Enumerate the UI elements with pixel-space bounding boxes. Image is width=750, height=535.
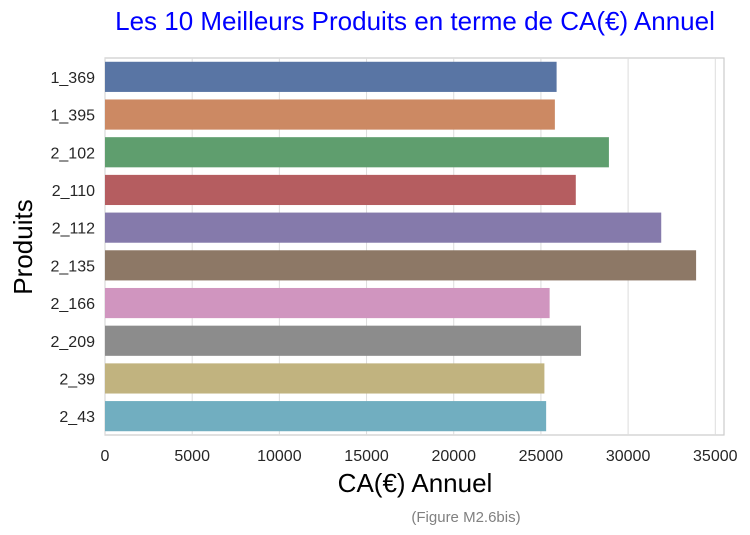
x-tick-labels: 0 5000 10000 15000 20000 25000 30000 35000 <box>101 448 738 465</box>
bar-2_39 <box>105 363 545 394</box>
bar-2_209 <box>105 325 582 356</box>
x-tick-label: 20000 <box>431 448 476 465</box>
x-tick-label: 0 <box>101 448 110 465</box>
bar-2_166 <box>105 287 550 319</box>
bar-2_43 <box>105 401 547 432</box>
bar-2_102 <box>105 137 609 168</box>
x-tick-label: 5000 <box>174 448 210 465</box>
chart-title: Les 10 Meilleurs Produits en terme de CA… <box>115 6 715 36</box>
x-tick-label: 25000 <box>519 448 564 465</box>
y-tick-label: 2_102 <box>51 145 96 162</box>
y-tick-label: 2_39 <box>59 371 95 388</box>
figure-caption: (Figure M2.6bis) <box>411 509 520 526</box>
x-axis-label: CA(€) Annuel <box>338 468 493 498</box>
bar-2_112 <box>105 212 662 243</box>
plot-area <box>104 57 725 436</box>
y-tick-label: 2_209 <box>51 334 96 351</box>
y-axis-label: Produits <box>8 199 38 294</box>
y-tick-label: 2_43 <box>59 409 95 426</box>
bar-2_110 <box>105 174 576 206</box>
bar-1_395 <box>105 99 555 130</box>
y-tick-label: 1_369 <box>51 70 96 87</box>
bar-1_369 <box>105 61 557 92</box>
x-tick-label: 15000 <box>344 448 389 465</box>
y-tick-labels: 1_369 1_395 2_102 2_110 2_112 2_135 2_166 2_209… <box>51 70 96 426</box>
y-tick-label: 2_112 <box>52 221 95 238</box>
x-tick-label: 30000 <box>606 448 651 465</box>
bars <box>105 61 697 432</box>
bar-2_135 <box>105 250 697 281</box>
y-tick-label: 2_166 <box>51 296 96 313</box>
x-tick-label: 10000 <box>257 448 302 465</box>
x-tick-label: 35000 <box>693 448 738 465</box>
y-tick-label: 2_135 <box>51 258 96 275</box>
y-tick-label: 2_110 <box>52 183 95 200</box>
y-tick-label: 1_395 <box>51 108 96 125</box>
